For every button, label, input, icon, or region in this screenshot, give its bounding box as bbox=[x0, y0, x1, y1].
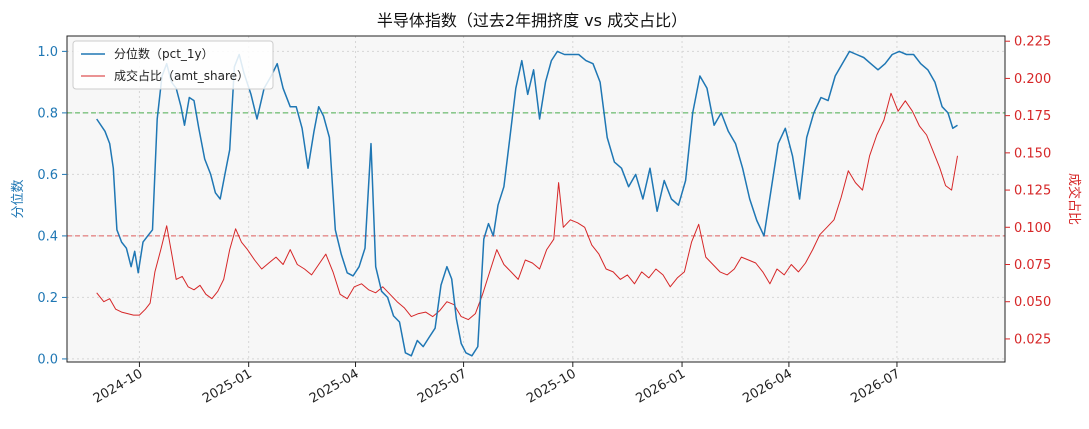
y-axis-left: 0.0 0.2 0.4 0.6 0.8 1.0 bbox=[37, 45, 67, 367]
legend-label-amt: 成交占比（amt_share） bbox=[114, 68, 249, 83]
y-left-tick-label: 0.2 bbox=[37, 291, 58, 306]
x-tick-label: 2024-10 bbox=[91, 366, 146, 406]
legend-box bbox=[72, 40, 274, 90]
y-left-tick-label: 0.4 bbox=[37, 229, 58, 244]
x-tick-label: 2025-04 bbox=[307, 366, 362, 406]
y-right-tick-label: 0.150 bbox=[1014, 146, 1051, 161]
y-right-tick-label: 0.175 bbox=[1014, 109, 1051, 124]
series-group bbox=[96, 50, 958, 357]
y-axis-left-label: 分位数 bbox=[11, 179, 26, 218]
y-axis-right: 0.025 0.050 0.075 0.100 0.125 0.150 0.175 0.200… bbox=[1005, 35, 1051, 347]
y-left-tick-label: 0.6 bbox=[37, 168, 58, 183]
legend-label-pct: 分位数（pct_1y） bbox=[114, 46, 214, 61]
x-axis: 2024-10 2025-01 2025-04 2025-07 2025-10 2026-… bbox=[91, 362, 903, 407]
legend: 分位数（pct_1y） 成交占比（amt_share） bbox=[72, 40, 274, 90]
series-line-amt bbox=[96, 92, 958, 321]
chart-title: 半导体指数（过去2年拥挤度 vs 成交占比） bbox=[377, 11, 687, 30]
x-tick-label: 2025-07 bbox=[415, 366, 470, 406]
y-right-tick-label: 0.200 bbox=[1014, 72, 1051, 87]
y-right-tick-label: 0.025 bbox=[1014, 332, 1051, 347]
x-tick-label: 2026-01 bbox=[633, 366, 688, 406]
y-left-tick-label: 0.0 bbox=[37, 352, 58, 367]
y-left-tick-label: 1.0 bbox=[37, 45, 58, 60]
x-tick-label: 2026-04 bbox=[740, 366, 795, 406]
y-right-tick-label: 0.125 bbox=[1014, 184, 1051, 199]
y-right-tick-label: 0.100 bbox=[1014, 221, 1051, 236]
y-left-tick-label: 0.8 bbox=[37, 106, 58, 121]
plot-frame bbox=[66, 35, 1006, 363]
y-right-tick-label: 0.050 bbox=[1014, 295, 1051, 310]
series-line-pct bbox=[96, 50, 958, 357]
reference-lines bbox=[67, 112, 1005, 237]
x-tick-label: 2026-07 bbox=[848, 366, 903, 406]
y-right-tick-label: 0.225 bbox=[1014, 35, 1051, 50]
x-tick-label: 2025-10 bbox=[524, 366, 579, 406]
y-right-tick-label: 0.075 bbox=[1014, 258, 1051, 273]
y-axis-right-label: 成交占比 bbox=[1066, 173, 1082, 225]
x-tick-label: 2025-01 bbox=[200, 366, 255, 406]
